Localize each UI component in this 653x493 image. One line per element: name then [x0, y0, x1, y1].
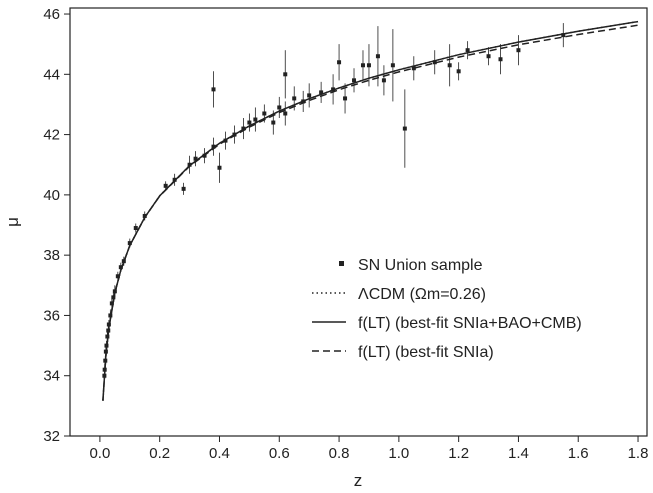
- data-point: [118, 265, 123, 270]
- data-point: [319, 90, 324, 95]
- x-tick-label: 0.0: [89, 445, 110, 462]
- y-axis-label: μ: [3, 217, 22, 227]
- data-point: [498, 57, 503, 62]
- y-tick-label: 34: [43, 368, 60, 385]
- data-point: [181, 186, 186, 191]
- x-tick-label: 0.4: [209, 445, 230, 462]
- data-point: [127, 241, 132, 246]
- data-point: [465, 48, 470, 53]
- data-point: [115, 274, 120, 279]
- data-point: [271, 120, 276, 125]
- y-tick-label: 40: [43, 187, 60, 204]
- data-point: [402, 126, 407, 131]
- data-point: [307, 93, 312, 98]
- y-tick-label: 32: [43, 428, 60, 445]
- data-point: [411, 66, 416, 71]
- data-point: [561, 33, 566, 38]
- plot-frame: [69, 7, 648, 437]
- data-point: [211, 87, 216, 92]
- x-tick-label: 0.2: [149, 445, 170, 462]
- y-tick-label: 46: [43, 6, 60, 23]
- x-tick-label: 0.8: [329, 445, 350, 462]
- data-point: [142, 213, 147, 218]
- data-point: [211, 144, 216, 149]
- y-tick-label: 36: [43, 307, 60, 324]
- data-point: [375, 54, 380, 59]
- data-point: [283, 72, 288, 77]
- x-tick-label: 1.2: [448, 445, 469, 462]
- legend-label: f(LT) (best-fit SNIa): [358, 344, 494, 361]
- y-tick-label: 38: [43, 247, 60, 264]
- x-tick-label: 0.6: [269, 445, 290, 462]
- data-point: [343, 96, 348, 101]
- x-tick-label: 1.6: [568, 445, 589, 462]
- y-tick-label: 42: [43, 127, 60, 144]
- data-point: [109, 301, 114, 306]
- legend-marker: [339, 261, 344, 266]
- data-point: [277, 105, 282, 110]
- data-point: [163, 183, 168, 188]
- data-point: [390, 63, 395, 68]
- data-point: [217, 165, 222, 170]
- x-tick-label: 1.4: [508, 445, 529, 462]
- data-point: [292, 96, 297, 101]
- data-point: [447, 63, 452, 68]
- data-point: [283, 111, 288, 116]
- y-tick-label: 44: [43, 66, 60, 83]
- data-point: [486, 54, 491, 59]
- data-point: [133, 226, 138, 231]
- x-tick-label: 1.0: [388, 445, 409, 462]
- data-point: [360, 63, 365, 68]
- legend-label: f(LT) (best-fit SNIa+BAO+CMB): [358, 315, 582, 332]
- legend-label: SN Union sample: [358, 257, 483, 274]
- data-point: [456, 69, 461, 74]
- data-point: [262, 111, 267, 116]
- x-tick-label: 1.8: [628, 445, 649, 462]
- data-point: [366, 63, 371, 68]
- data-point: [253, 117, 258, 122]
- data-point: [352, 78, 357, 83]
- data-point: [193, 156, 198, 161]
- legend-label: ΛCDM (Ωm=0.26): [358, 286, 486, 303]
- fit-curve: [102, 24, 639, 401]
- data-point: [337, 60, 342, 65]
- data-point: [432, 60, 437, 65]
- data-point: [247, 120, 252, 125]
- x-axis-label: z: [354, 471, 363, 490]
- data-point: [381, 78, 386, 83]
- data-point: [516, 48, 521, 53]
